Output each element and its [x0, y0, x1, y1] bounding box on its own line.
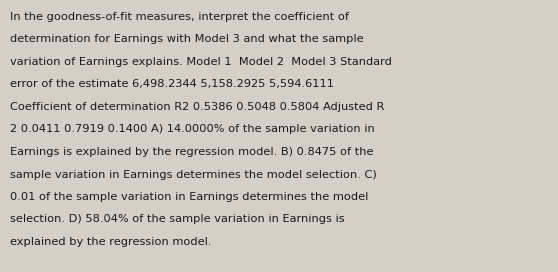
Text: In the goodness-of-fit measures, interpret the coefficient of: In the goodness-of-fit measures, interpr… [10, 12, 349, 22]
Text: explained by the regression model.: explained by the regression model. [10, 237, 211, 247]
Text: Earnings is explained by the regression model. B) 0.8475 of the: Earnings is explained by the regression … [10, 147, 373, 157]
Text: 0.01 of the sample variation in Earnings determines the model: 0.01 of the sample variation in Earnings… [10, 192, 368, 202]
Text: sample variation in Earnings determines the model selection. C): sample variation in Earnings determines … [10, 169, 377, 180]
Text: Coefficient of determination R2 0.5386 0.5048 0.5804 Adjusted R: Coefficient of determination R2 0.5386 0… [10, 102, 384, 112]
Text: 2 0.0411 0.7919 0.1400 A) 14.0000% of the sample variation in: 2 0.0411 0.7919 0.1400 A) 14.0000% of th… [10, 125, 375, 134]
Text: selection. D) 58.04% of the sample variation in Earnings is: selection. D) 58.04% of the sample varia… [10, 215, 345, 224]
Text: determination for Earnings with Model 3 and what the sample: determination for Earnings with Model 3 … [10, 35, 364, 45]
Text: variation of Earnings explains. Model 1  Model 2  Model 3 Standard: variation of Earnings explains. Model 1 … [10, 57, 392, 67]
Text: error of the estimate 6,498.2344 5,158.2925 5,594.6111: error of the estimate 6,498.2344 5,158.2… [10, 79, 334, 89]
